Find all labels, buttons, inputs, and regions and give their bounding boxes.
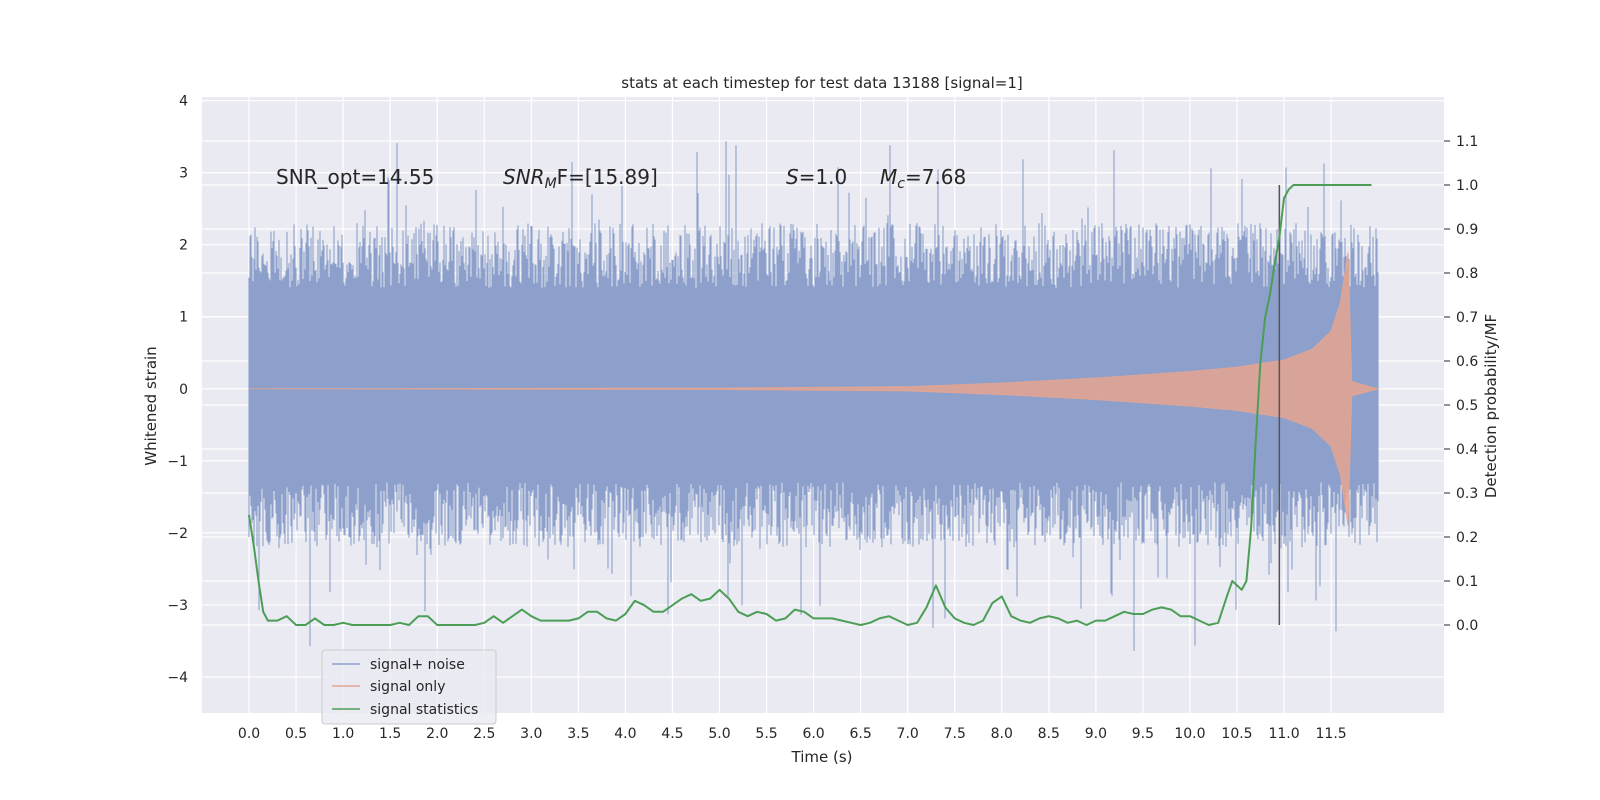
y-tick-label: 4 (179, 94, 188, 110)
x-axis-label: Time (s) (791, 748, 853, 766)
x-tick-label: 9.0 (1085, 726, 1107, 742)
y2-tick-label: 0.1 (1456, 574, 1478, 590)
x-tick-label: 1.0 (332, 726, 354, 742)
y2-tick-label: 0.5 (1456, 398, 1478, 414)
annotation-snr-opt: SNR_opt=14.55 (276, 165, 434, 189)
x-tick-label: 7.5 (944, 726, 966, 742)
x-axis-ticks: 0.0 0.5 1.0 1.5 2.0 2.5 3.0 3.5 4.0 4.5 5.0 5.5 6.0 6… (238, 726, 1347, 742)
y2-tick-label: 0.8 (1456, 266, 1478, 282)
y-tick-label: 3 (179, 166, 188, 182)
annotation-s-prefix: S (786, 165, 799, 189)
x-tick-label: 4.5 (661, 726, 683, 742)
annotation-snr-mf-suffix: F=[15.89] (557, 165, 658, 189)
x-tick-label: 8.0 (991, 726, 1013, 742)
x-tick-label: 9.5 (1132, 726, 1154, 742)
annotation-mc-suffix: =7.68 (905, 165, 966, 189)
annotation-snr-mf-prefix: SNR (503, 165, 545, 189)
legend-label-signal-only: signal only (370, 679, 445, 695)
annotation-mc-prefix: M (880, 165, 897, 189)
y2-tick-label: 1.1 (1456, 134, 1478, 150)
x-tick-label: 6.0 (802, 726, 824, 742)
y-axis-ticks: 4 3 2 1 0 −1 −2 −3 −4 (167, 94, 188, 686)
y2-tick-label: 0.3 (1456, 486, 1478, 502)
annotation-s: S=1.0 (786, 165, 847, 189)
y2-tick-label: 0.2 (1456, 530, 1478, 546)
annotation-s-suffix: =1.0 (799, 165, 848, 189)
x-tick-label: 8.5 (1038, 726, 1060, 742)
x-tick-label: 11.5 (1316, 726, 1347, 742)
signal-only-fill (249, 251, 1380, 526)
y2-axis-label: Detection probability/MF (1482, 314, 1500, 498)
y-tick-label: 2 (179, 238, 188, 254)
y-tick-label: 1 (179, 310, 188, 326)
legend: signal+ noise signal only signal statist… (321, 649, 497, 725)
y-axis-label: Whitened strain (142, 346, 160, 465)
x-tick-label: 3.5 (567, 726, 589, 742)
annotation-snr-mf-sub: M (545, 176, 557, 192)
annotation-mc: Mc=7.68 (880, 165, 966, 192)
y-tick-label: 0 (179, 382, 188, 398)
annotation-snr-mf: SNRMF=[15.89] (503, 165, 658, 192)
x-tick-label: 4.0 (614, 726, 636, 742)
x-tick-label: 0.5 (285, 726, 307, 742)
series-signal-only (249, 251, 1380, 526)
series-signal-statistics (248, 184, 1372, 626)
y-tick-label: −3 (167, 598, 188, 614)
x-tick-label: 6.5 (850, 726, 872, 742)
y2-axis-ticks: 1.1 1.0 0.9 0.8 0.7 0.6 0.5 0.4 0.3 0.2 0.1 0.0 (1444, 134, 1478, 634)
annotation-mc-sub: c (897, 176, 905, 192)
y2-tick-label: 0.9 (1456, 222, 1478, 238)
x-tick-label: 2.0 (426, 726, 448, 742)
x-tick-label: 7.0 (897, 726, 919, 742)
legend-label-signal-statistics: signal statistics (370, 702, 478, 718)
x-tick-label: 10.5 (1221, 726, 1252, 742)
y2-tick-label: 0.0 (1456, 618, 1478, 634)
chart-title: stats at each timestep for test data 131… (621, 74, 1022, 92)
x-tick-label: 5.5 (755, 726, 777, 742)
legend-label-signal-noise: signal+ noise (370, 657, 465, 673)
y-tick-label: −2 (167, 526, 188, 542)
y-tick-label: −4 (167, 670, 188, 686)
y2-tick-label: 0.6 (1456, 354, 1478, 370)
y2-tick-label: 0.4 (1456, 442, 1478, 458)
x-tick-label: 3.0 (520, 726, 542, 742)
legend-box (321, 649, 497, 725)
x-tick-label: 1.5 (379, 726, 401, 742)
y2-tick-label: 0.7 (1456, 310, 1478, 326)
x-tick-label: 5.0 (708, 726, 730, 742)
signal-statistics-line (248, 184, 1372, 626)
x-tick-label: 11.0 (1268, 726, 1299, 742)
x-tick-label: 10.0 (1174, 726, 1205, 742)
y2-tick-label: 1.0 (1456, 178, 1478, 194)
y-tick-label: −1 (167, 454, 188, 470)
x-tick-label: 0.0 (238, 726, 260, 742)
x-tick-label: 2.5 (473, 726, 495, 742)
